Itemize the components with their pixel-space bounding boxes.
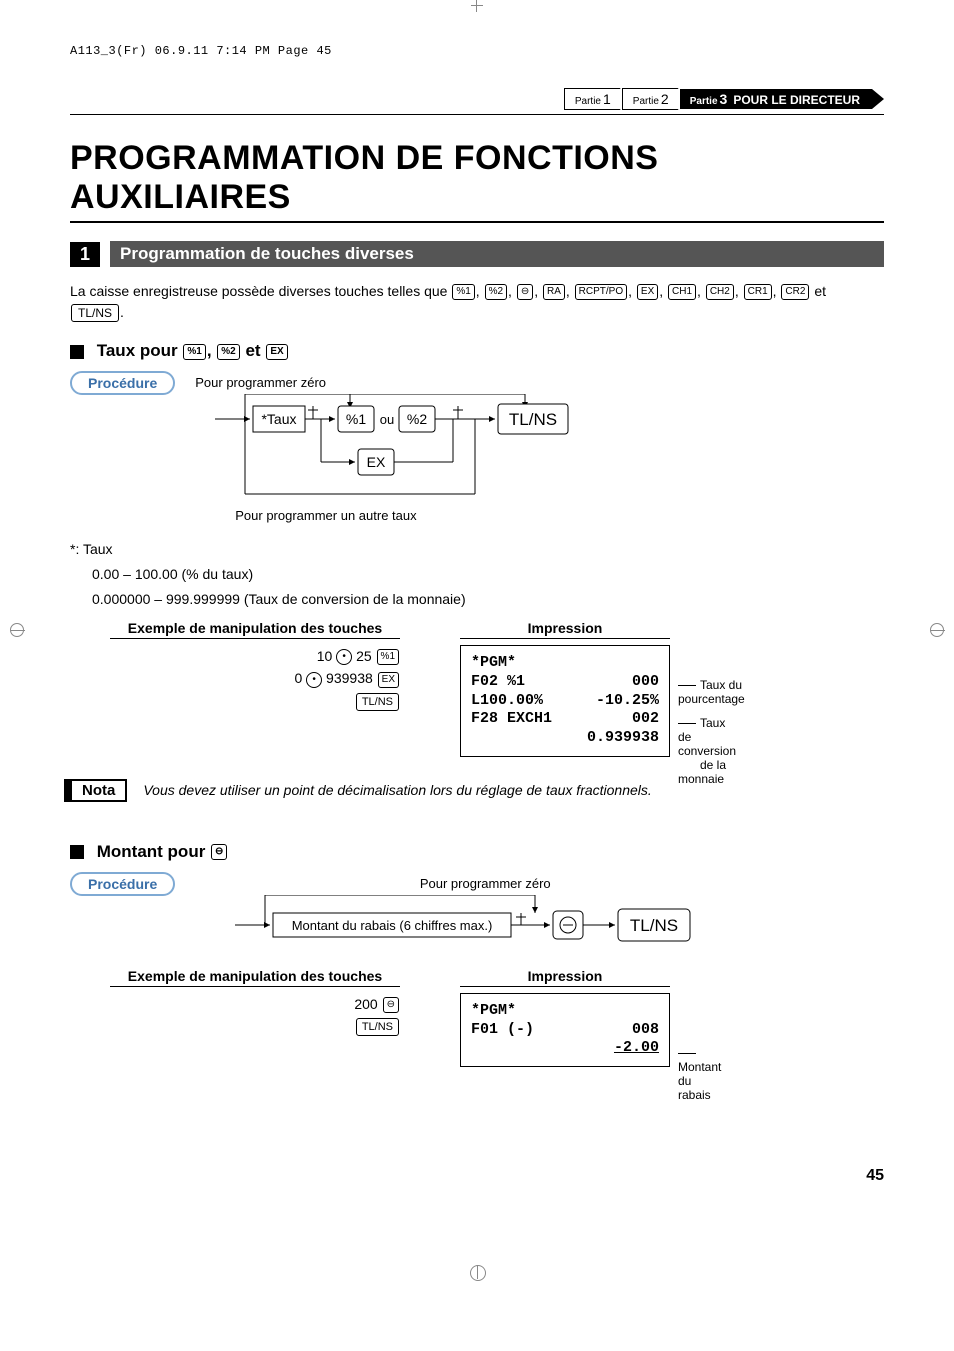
key-p2-icon: %2 — [485, 284, 507, 300]
flow2-top-note: Pour programmer zéro — [255, 876, 715, 891]
printout1: *PGM* F02 %1000 L100.00%-10.25% F28 EXCH… — [460, 645, 670, 757]
svg-text:%2: %2 — [407, 411, 427, 427]
tabs-underline — [70, 114, 884, 115]
example1-row: Exemple de manipulation des touches 10 •… — [70, 620, 884, 757]
key-p1-icon: %1 — [452, 284, 474, 300]
subhead-montant: Montant pour ⊖ — [70, 842, 884, 862]
register-mark-right — [930, 623, 944, 637]
svg-text:%1: %1 — [346, 411, 366, 427]
register-mark-left — [10, 623, 24, 637]
procedure-badge: Procédure — [70, 371, 175, 395]
flow1-bottom-note: Pour programmer un autre taux — [235, 508, 615, 523]
example1-head-left: Exemple de manipulation des touches — [110, 620, 400, 639]
svg-text:TL/NS: TL/NS — [509, 410, 557, 429]
svg-text:*Taux: *Taux — [262, 411, 297, 427]
flow1-diagram: *Taux %1 ou %2 TL/NS EX — [195, 394, 615, 504]
taux-range1: 0.00 – 100.00 (% du taux) — [92, 564, 884, 585]
main-title: PROGRAMMATION DE FONCTIONS AUXILIAIRES — [70, 139, 884, 217]
svg-text:TL/NS: TL/NS — [630, 916, 678, 935]
decimal-key-icon: • — [306, 672, 322, 688]
register-mark-bottom — [470, 1265, 484, 1279]
key-cr2-icon: CR2 — [781, 284, 809, 300]
key-ch2-icon: CH2 — [706, 284, 734, 300]
annot-conversion: Taux de conversion de la monnaie — [678, 716, 736, 786]
note-text: Vous devez utiliser un point de décimali… — [143, 782, 651, 798]
taux-star: *: Taux — [70, 539, 884, 560]
tab-partie3: Partie3 POUR LE DIRECTEUR — [680, 89, 884, 109]
note-row: Nota Vous devez utiliser un point de déc… — [70, 779, 884, 802]
key-rcptpo-icon: RCPT/PO — [575, 284, 627, 300]
example1-head-right: Impression — [460, 620, 670, 639]
svg-text:EX: EX — [367, 454, 386, 470]
key-tlns-icon: TL/NS — [71, 304, 119, 322]
file-header: A113_3(Fr) 06.9.11 7:14 PM Page 45 — [70, 44, 884, 58]
tab-partie2: Partie2 — [622, 88, 688, 110]
title-underline — [70, 221, 884, 223]
section-1-number: 1 — [70, 242, 100, 267]
annot-rabais: Montant du rabais — [678, 1046, 721, 1102]
tab-partie1: Partie1 — [564, 88, 630, 110]
section-1-title: Programmation de touches diverses — [110, 241, 884, 267]
flow1-top-note: Pour programmer zéro — [195, 375, 615, 390]
page: A113_3(Fr) 06.9.11 7:14 PM Page 45 Parti… — [0, 20, 954, 1225]
section-1-header: 1 Programmation de touches diverses — [70, 241, 884, 267]
annot-percent: Taux du pourcentage — [678, 678, 745, 706]
svg-text:Montant du rabais (6 chiffres: Montant du rabais (6 chiffres max.) — [292, 918, 493, 933]
flow2-diagram: Montant du rabais (6 chiffres max.) TL/N… — [195, 895, 715, 950]
example2-row: Exemple de manipulation des touches 200 … — [70, 968, 884, 1067]
key-minus-icon: ⊖ — [517, 284, 533, 300]
example2-head-left: Exemple de manipulation des touches — [110, 968, 400, 987]
procedure-badge: Procédure — [70, 872, 175, 896]
taux-range2: 0.000000 – 999.999999 (Taux de conversio… — [92, 589, 884, 610]
register-mark-top — [471, 0, 483, 12]
intro-paragraph: La caisse enregistreuse possède diverses… — [70, 281, 884, 323]
key-cr1-icon: CR1 — [744, 284, 772, 300]
breadcrumb-tabs: Partie1 Partie2 Partie3 POUR LE DIRECTEU… — [70, 88, 884, 110]
subhead-taux: Taux pour %1, %2 et EX — [70, 341, 884, 361]
key-ch1-icon: CH1 — [668, 284, 696, 300]
example1-keyseq: 10 • 25 %1 0 • 939938 EX TL/NS — [110, 645, 400, 712]
printout2: *PGM* F01 (-)008 -2.00 — [460, 993, 670, 1067]
key-ex-icon: EX — [637, 284, 658, 300]
bullet-square-icon — [70, 845, 84, 859]
note-badge: Nota — [70, 779, 127, 802]
page-number: 45 — [70, 1167, 884, 1185]
example2-head-right: Impression — [460, 968, 670, 987]
decimal-key-icon: • — [336, 649, 352, 665]
bullet-square-icon — [70, 345, 84, 359]
key-ra-icon: RA — [543, 284, 565, 300]
svg-text:ou: ou — [380, 412, 394, 427]
example2-keyseq: 200 ⊖ TL/NS — [110, 993, 400, 1038]
